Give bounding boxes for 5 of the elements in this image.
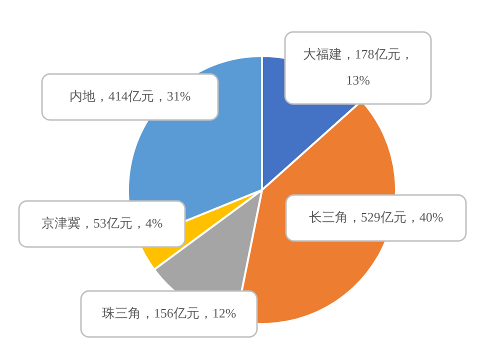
slice-label: 京津冀，53亿元，4% — [41, 215, 163, 230]
slice-label: 内地，414亿元，31% — [69, 88, 191, 104]
slice-label: 珠三角，156亿元，12% — [102, 305, 236, 320]
slice-label: 长三角，529亿元，40% — [308, 209, 444, 224]
slice-label: 大福建，178亿元，13% — [302, 46, 414, 88]
